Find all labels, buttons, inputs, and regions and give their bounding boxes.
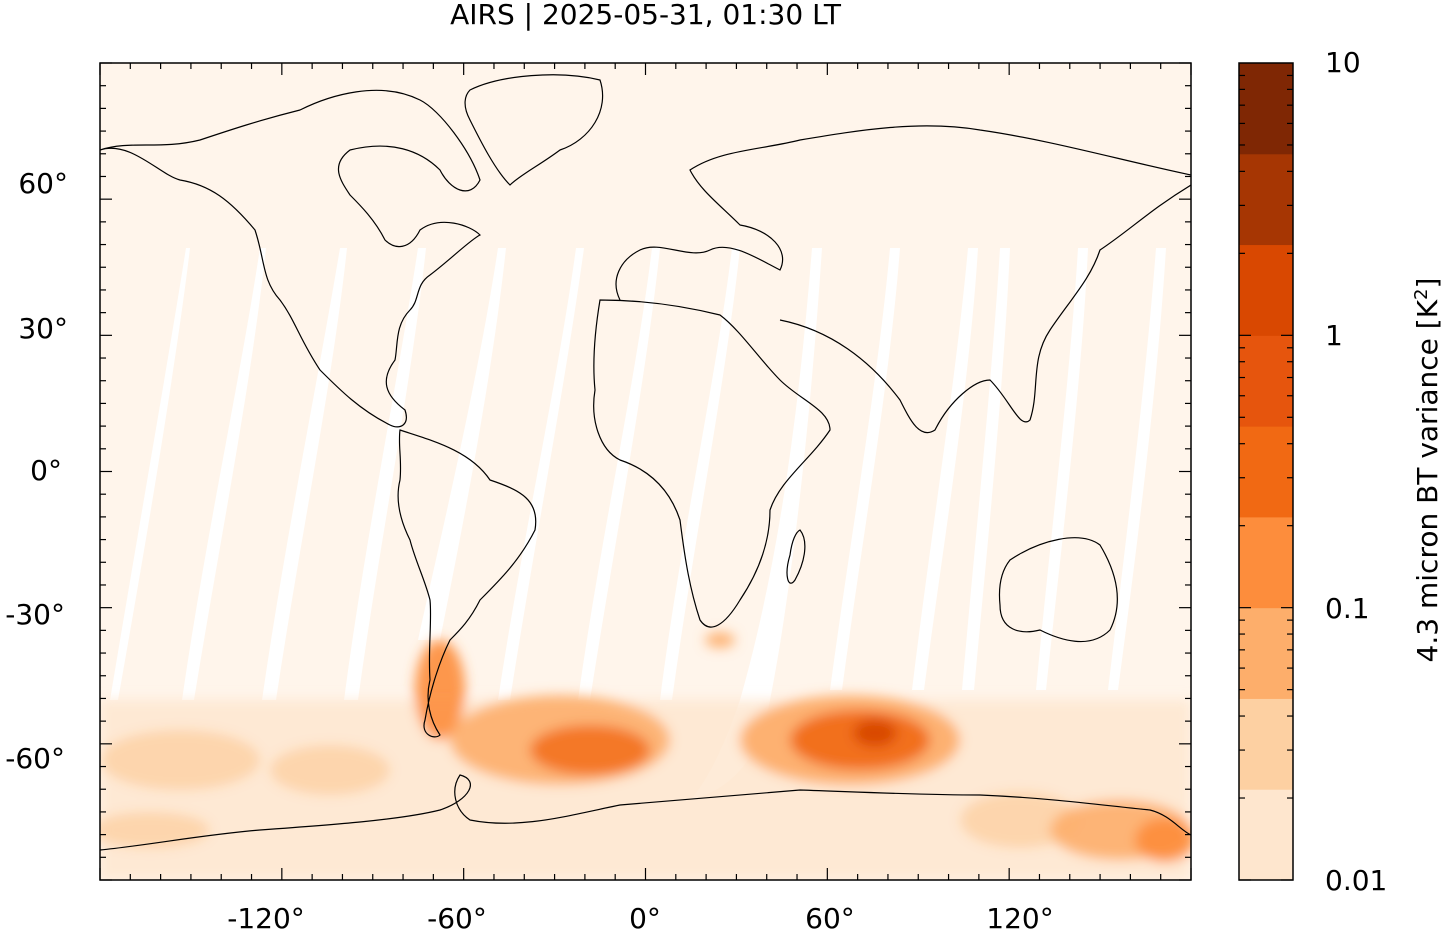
map-ticks — [99, 62, 1192, 881]
x-axis-labels: -120° -60° 0° 60° 120° — [227, 902, 1054, 930]
colorbar-band — [1239, 335, 1293, 427]
y-tick-label: 30° — [18, 312, 68, 345]
colorbar-band — [1239, 516, 1293, 609]
x-tick-label: 60° — [805, 902, 855, 930]
x-tick-label: 120° — [986, 902, 1053, 930]
colorbar-band — [1239, 607, 1293, 699]
y-axis-labels: 60° 30° 0° -30° -60° — [5, 167, 68, 775]
colorbar-frame — [1238, 62, 1294, 881]
swath-gaps — [110, 248, 1166, 800]
y-tick-label: 60° — [18, 167, 68, 200]
y-tick-label: 0° — [30, 454, 62, 487]
colorbar-tick-label: 1 — [1325, 319, 1343, 352]
colorbar-tick-label: 0.01 — [1325, 864, 1387, 897]
colorbar-band — [1239, 153, 1293, 246]
colorbar-band — [1239, 698, 1293, 790]
colorbar: 10 1 0.1 0.01 4.3 micron BT variance [K2… — [1238, 46, 1442, 897]
y-tick-label: -60° — [5, 742, 65, 775]
colorbar-tick-label: 10 — [1325, 46, 1361, 79]
map-panel — [99, 62, 1192, 881]
colorbar-band — [1239, 789, 1293, 881]
coastlines — [100, 74, 1191, 851]
x-tick-label: -120° — [227, 902, 305, 930]
colorbar-band — [1239, 63, 1293, 155]
colorbar-ticks — [1239, 74, 1293, 881]
colorbar-axis-label: 4.3 micron BT variance [K2] — [1411, 278, 1442, 663]
colorbar-band — [1239, 426, 1293, 518]
x-tick-label: 0° — [629, 902, 661, 930]
variance-field — [100, 632, 1191, 880]
y-tick-label: -30° — [5, 598, 65, 631]
x-tick-label: -60° — [427, 902, 487, 930]
colorbar-band — [1239, 244, 1293, 336]
colorbar-bands — [1239, 63, 1293, 881]
chart-title: AIRS | 2025-05-31, 01:30 LT — [450, 0, 841, 31]
colorbar-tick-label: 0.1 — [1325, 592, 1370, 625]
